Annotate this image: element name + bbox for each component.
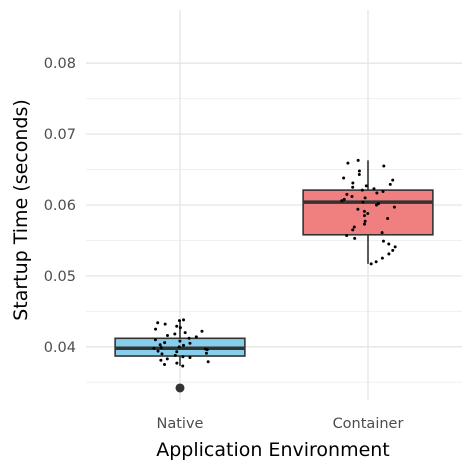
data-point	[183, 331, 187, 335]
data-point	[392, 205, 396, 209]
data-point	[357, 173, 361, 177]
data-point	[369, 262, 373, 266]
data-point	[361, 200, 365, 204]
data-point	[163, 341, 167, 345]
data-point	[204, 351, 208, 355]
data-point	[387, 242, 391, 246]
data-point	[178, 339, 182, 343]
data-point	[156, 321, 160, 325]
data-point	[182, 318, 186, 322]
data-point	[363, 196, 367, 200]
data-point	[364, 184, 368, 188]
x-tick-label: Container	[333, 416, 404, 432]
data-point	[342, 197, 346, 201]
y-tick-label: 0.05	[44, 269, 76, 285]
x-tick-label: Native	[157, 416, 204, 432]
data-point	[156, 349, 160, 353]
data-point	[160, 352, 164, 356]
data-point	[363, 219, 367, 223]
data-point	[357, 169, 361, 173]
data-point	[386, 216, 390, 220]
data-point	[362, 222, 366, 226]
data-point	[381, 239, 385, 243]
data-point	[381, 190, 385, 194]
y-tick-label: 0.08	[44, 56, 76, 72]
data-point	[188, 341, 192, 345]
data-point	[175, 350, 179, 354]
data-point	[175, 324, 179, 328]
data-point	[388, 182, 392, 186]
data-point	[345, 233, 349, 237]
data-point	[173, 353, 177, 357]
data-point	[188, 355, 192, 359]
data-point	[340, 199, 344, 203]
data-point	[165, 357, 169, 361]
x-axis-title: Application Environment	[156, 439, 390, 461]
y-axis-title: Startup Time (seconds)	[10, 99, 32, 321]
data-point	[342, 176, 346, 180]
x-axis-ticks: Native Container	[157, 416, 404, 432]
data-point	[200, 329, 204, 333]
data-point	[360, 188, 364, 192]
data-point	[374, 260, 378, 264]
data-point	[353, 236, 357, 240]
data-point	[162, 363, 166, 367]
data-point	[175, 361, 179, 365]
data-point	[154, 327, 158, 331]
data-point	[205, 348, 209, 352]
data-point	[375, 191, 379, 195]
data-point	[351, 185, 355, 189]
data-point	[187, 336, 191, 340]
data-point	[158, 343, 162, 347]
data-point	[382, 164, 386, 168]
data-point	[159, 346, 163, 350]
data-point	[152, 346, 156, 350]
y-tick-label: 0.06	[44, 198, 76, 214]
data-point	[380, 256, 384, 260]
data-point	[350, 194, 354, 198]
y-axis-ticks: 0.04 0.05 0.06 0.07 0.08	[44, 56, 76, 356]
data-point	[182, 343, 186, 347]
data-point	[181, 364, 185, 368]
data-point	[387, 252, 391, 256]
data-point	[345, 192, 349, 196]
outlier-point	[175, 383, 185, 393]
data-point	[351, 228, 355, 232]
data-point	[206, 360, 210, 364]
data-point	[356, 158, 360, 162]
y-tick-label: 0.07	[44, 127, 76, 143]
data-point	[372, 187, 376, 191]
data-point	[181, 355, 185, 359]
jitter-points-layer	[152, 158, 397, 368]
data-point	[194, 335, 198, 339]
data-point	[356, 207, 360, 211]
data-point	[178, 326, 182, 330]
data-point	[153, 338, 157, 342]
data-point	[391, 248, 395, 252]
data-point	[159, 358, 163, 362]
data-point	[391, 178, 395, 182]
y-tick-label: 0.04	[44, 340, 76, 356]
data-point	[173, 332, 177, 336]
data-point	[380, 231, 384, 235]
data-point	[375, 203, 379, 207]
data-point	[362, 214, 366, 218]
data-point	[165, 333, 169, 337]
data-point	[351, 181, 355, 185]
data-point	[163, 322, 167, 326]
data-point	[362, 209, 366, 213]
data-point	[177, 319, 181, 323]
data-point	[352, 225, 356, 229]
data-point	[393, 245, 397, 249]
data-point	[346, 161, 350, 165]
data-point	[177, 345, 181, 349]
data-point	[366, 212, 370, 216]
